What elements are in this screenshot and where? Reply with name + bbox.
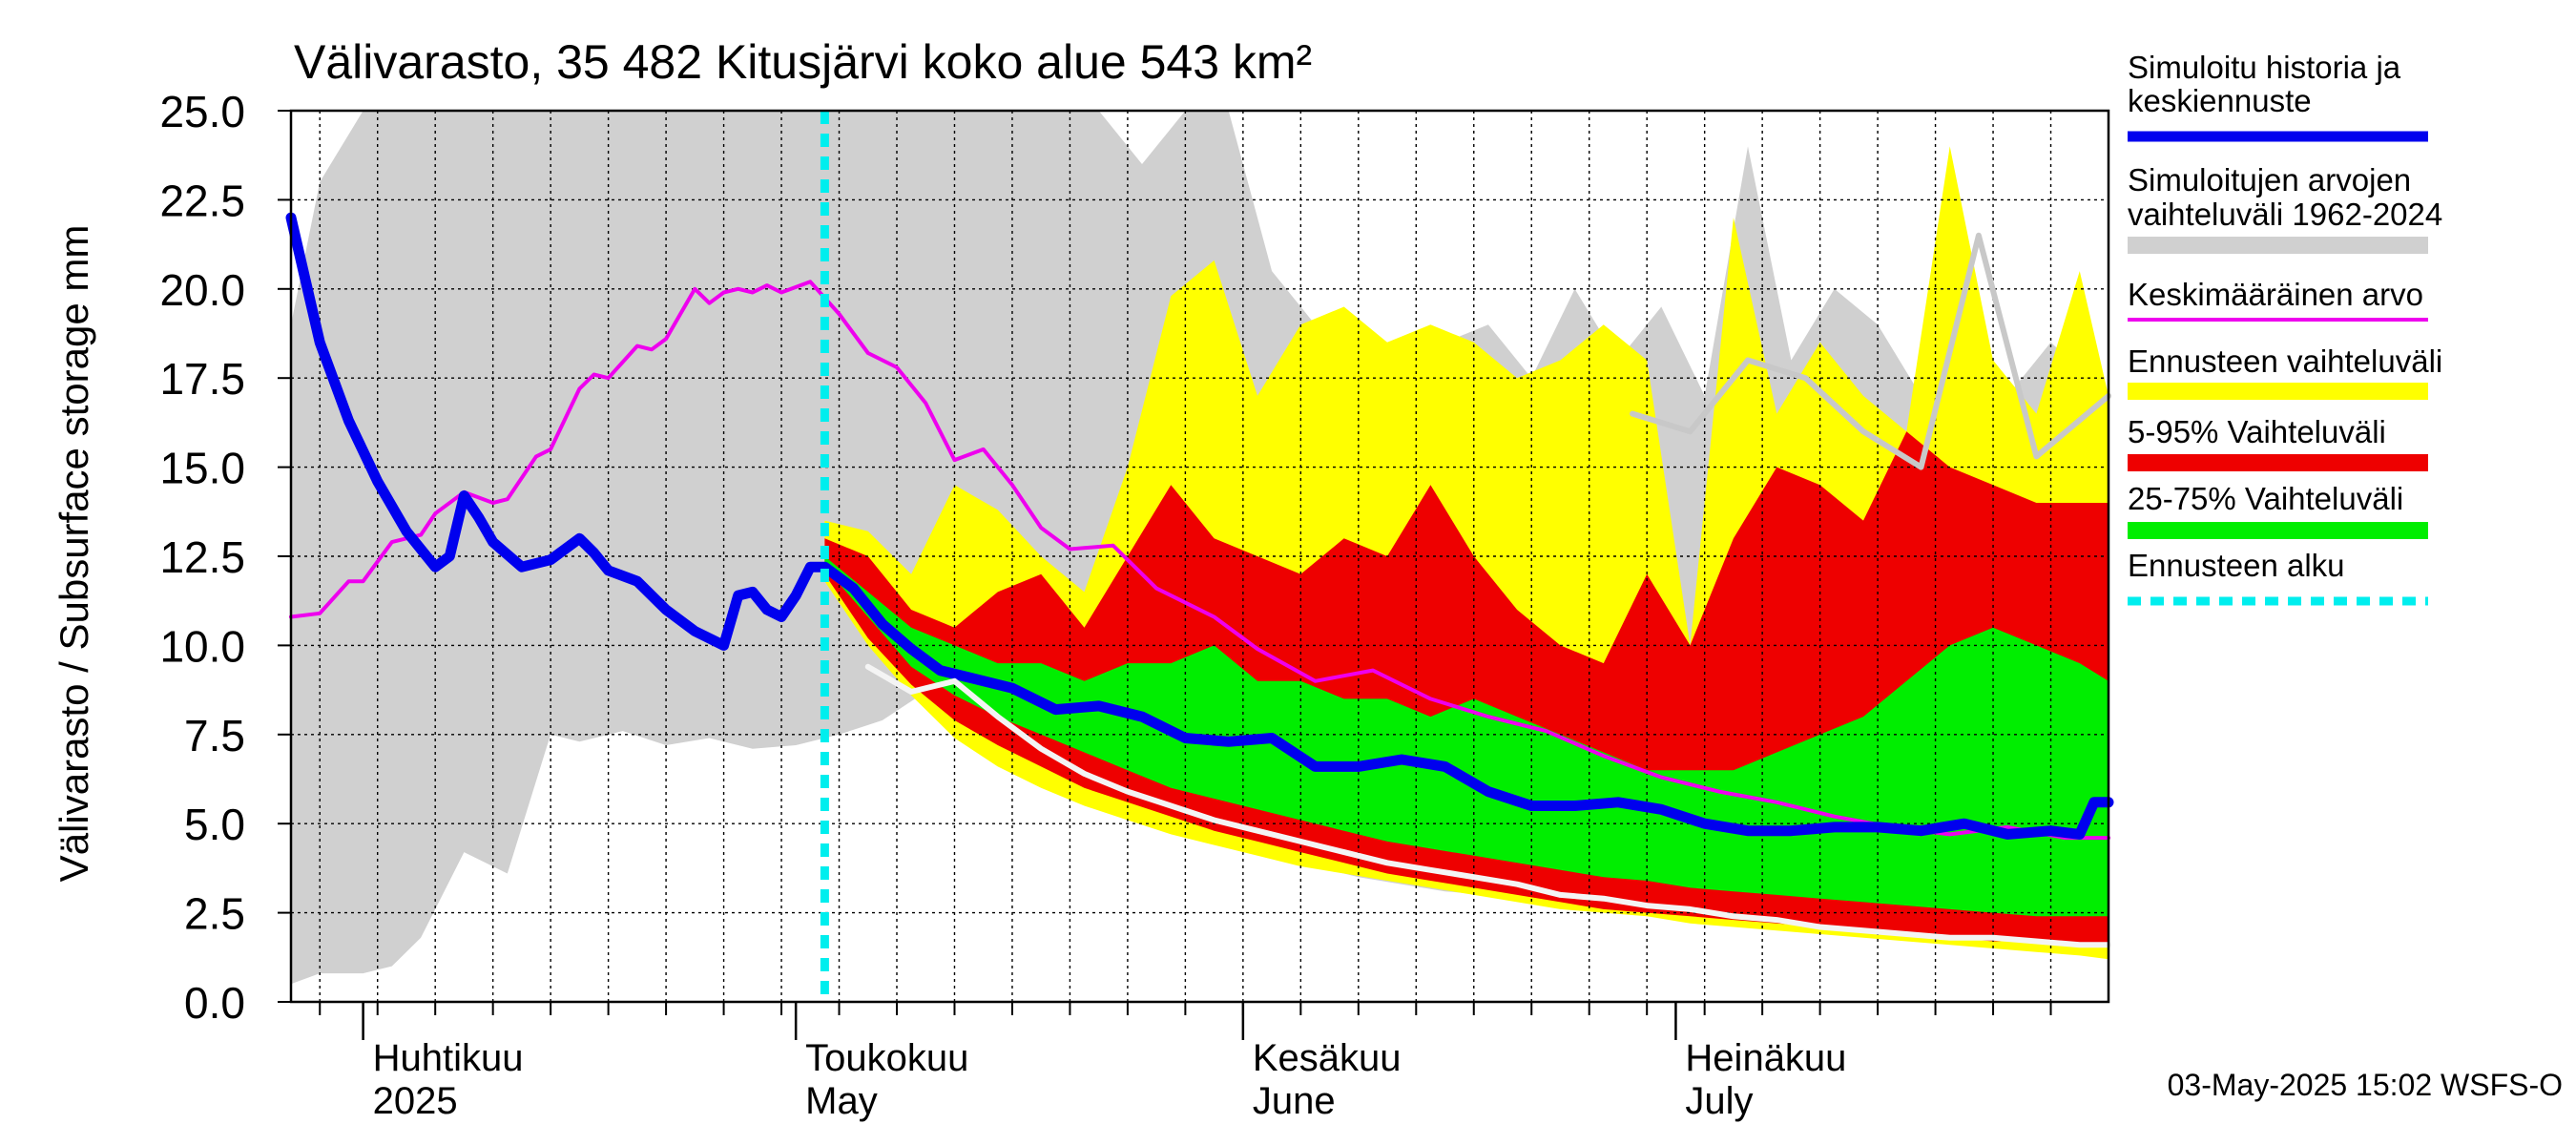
month-label-en: July: [1685, 1080, 1753, 1122]
legend-swatch: [2128, 383, 2428, 400]
y-tick-label: 15.0: [159, 444, 245, 493]
series-line-1: [285, 212, 2114, 840]
y-tick-label: 20.0: [159, 265, 245, 315]
legend-swatch: [2128, 237, 2428, 254]
legend-label: 25-75% Vaihteluväli: [2128, 481, 2403, 516]
month-label-en: May: [805, 1080, 878, 1122]
legend-label: Ennusteen vaihteluväli: [2128, 344, 2442, 379]
legend-label: Ennusteen alku: [2128, 548, 2345, 583]
y-tick-label: 12.5: [159, 532, 245, 582]
chart-title: Välivarasto, 35 482 Kitusjärvi koko alue…: [294, 35, 1312, 89]
y-tick-label: 25.0: [159, 87, 245, 136]
legend-label: vaihteluväli 1962-2024: [2128, 197, 2442, 232]
month-label-fi: Heinäkuu: [1685, 1037, 1846, 1079]
y-tick-label: 5.0: [184, 800, 245, 849]
legend-label: Simuloitu historia ja: [2128, 50, 2401, 85]
legend-label: 5-95% Vaihteluväli: [2128, 414, 2386, 449]
month-label-fi: Kesäkuu: [1253, 1037, 1402, 1079]
series-line-2: [864, 663, 2111, 948]
legend-label: Keskimääräinen arvo: [2128, 277, 2423, 312]
month-label-en: 2025: [373, 1080, 458, 1122]
legend-swatch: [2128, 454, 2428, 471]
y-tick-label: 0.0: [184, 978, 245, 1028]
month-label-en: June: [1253, 1080, 1336, 1122]
y-tick-label: 22.5: [159, 176, 245, 225]
line-layer: [285, 111, 2114, 1002]
month-label-fi: Huhtikuu: [373, 1037, 524, 1079]
y-tick-label: 17.5: [159, 354, 245, 404]
legend-label: keskiennuste: [2128, 83, 2312, 118]
y-axis-label: Välivarasto / Subsurface storage mm: [52, 225, 96, 883]
footer-timestamp: 03-May-2025 15:02 WSFS-O: [2168, 1068, 2563, 1102]
legend-swatch: [2128, 522, 2428, 539]
y-tick-label: 2.5: [184, 889, 245, 939]
month-label-fi: Toukokuu: [805, 1037, 968, 1079]
legend-label: Simuloitujen arvojen: [2128, 162, 2411, 198]
y-tick-label: 10.0: [159, 621, 245, 671]
y-tick-label: 7.5: [184, 711, 245, 760]
series-line-3: [1630, 232, 2111, 470]
axes-layer: 0.0 2.5 5.0 7.5 10.0 12.5 15.0 17.5 20.0 22.5 25.0…: [159, 87, 2110, 1122]
series-line-0: [289, 280, 2110, 841]
